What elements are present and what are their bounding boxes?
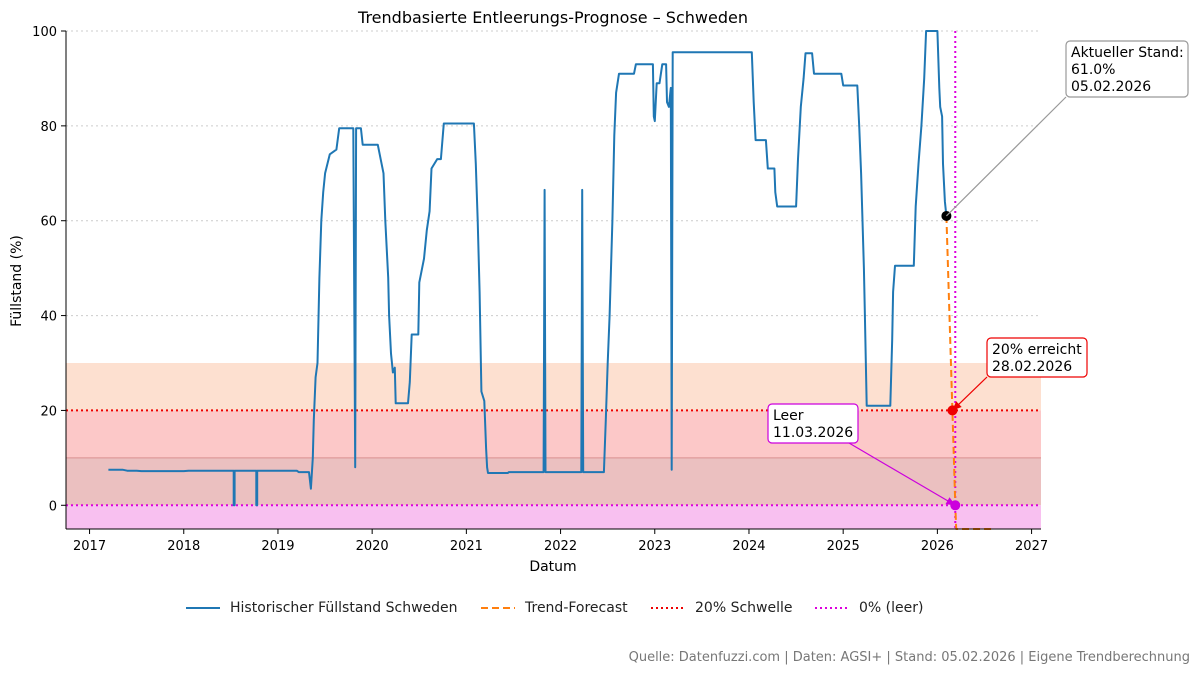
legend-item-empty: 0% (leer) <box>815 596 923 620</box>
current-annotation-text: 61.0% <box>1071 62 1115 78</box>
legend: Historischer Füllstand Schweden Trend-Fo… <box>0 596 1200 620</box>
x-axis-label: Datum <box>529 559 576 575</box>
empty-annotation-text: 11.03.2026 <box>773 425 853 441</box>
x-tick-label: 2018 <box>167 539 200 554</box>
empty-annotation-text: Leer <box>773 408 804 424</box>
x-tick-label: 2025 <box>827 539 860 554</box>
legend-line-solid-icon <box>186 607 220 609</box>
x-tick-label: 2022 <box>544 539 577 554</box>
y-tick-label: 80 <box>40 120 57 135</box>
legend-label-threshold: 20% Schwelle <box>695 600 793 616</box>
source-note: Quelle: Datenfuzzi.com | Daten: AGSI+ | … <box>628 650 1190 665</box>
legend-line-dashed-icon <box>481 607 515 609</box>
y-tick-label: 100 <box>32 25 57 40</box>
band-red-zone <box>66 410 1041 458</box>
band-orange-zone <box>66 363 1041 411</box>
y-tick-label: 0 <box>49 499 57 514</box>
threshold-annotation-box <box>986 337 1088 378</box>
x-tick-label: 2021 <box>450 539 483 554</box>
threshold-annotation-text: 28.02.2026 <box>992 359 1072 375</box>
y-axis-label: Füllstand (%) <box>9 235 25 327</box>
legend-item-historical: Historischer Füllstand Schweden <box>186 596 458 620</box>
empty-annotation-connector <box>848 442 956 506</box>
threshold-annotation-text: 20% erreicht <box>992 342 1082 358</box>
y-tick-label: 40 <box>40 310 57 325</box>
legend-line-dotted-magenta-icon <box>815 607 849 609</box>
current-annotation-text: 05.02.2026 <box>1071 79 1151 95</box>
legend-item-threshold: 20% Schwelle <box>651 596 792 620</box>
band-critical-zone <box>66 457 1041 506</box>
x-tick-label: 2019 <box>261 539 294 554</box>
legend-label-empty: 0% (leer) <box>859 600 924 616</box>
empty-annotation-arrowhead <box>945 497 956 506</box>
threshold-annotation-arrowhead <box>952 401 962 411</box>
current-annotation-text: Aktueller Stand: <box>1071 45 1184 61</box>
series-historical-line <box>108 30 948 507</box>
legend-label-forecast: Trend-Forecast <box>525 600 628 616</box>
y-tick-label: 20 <box>40 404 57 419</box>
band-empty-zone <box>66 505 1041 529</box>
x-tick-label: 2023 <box>638 539 671 554</box>
x-tick-label: 2024 <box>732 539 765 554</box>
empty-annotation-box <box>767 403 859 444</box>
legend-item-forecast: Trend-Forecast <box>481 596 628 620</box>
x-tick-label: 2027 <box>1015 539 1048 554</box>
current-annotation-box <box>1065 40 1189 98</box>
x-tick-label: 2020 <box>356 539 389 554</box>
y-tick-label: 60 <box>40 215 57 230</box>
current-annotation-connector <box>945 96 1067 217</box>
chart-title: Trendbasierte Entleerungs-Prognose – Sch… <box>357 8 748 27</box>
x-tick-label: 2017 <box>73 539 106 554</box>
legend-label-historical: Historischer Füllstand Schweden <box>230 600 458 616</box>
legend-line-dotted-red-icon <box>651 607 685 609</box>
x-tick-label: 2026 <box>921 539 954 554</box>
